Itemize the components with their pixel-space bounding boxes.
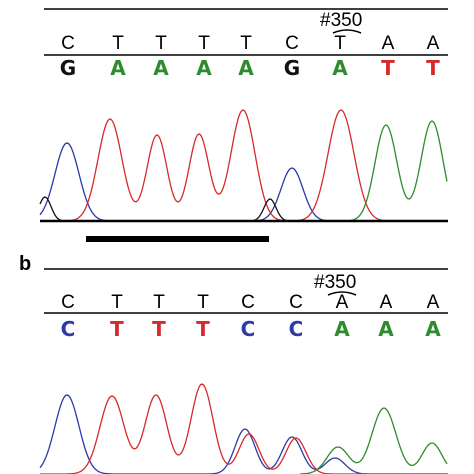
panel-b-position-bracket [327, 291, 357, 296]
panel-a-position-label: #350 [320, 10, 362, 31]
panel-a-called-base-4: A [196, 56, 212, 80]
panel-b-position-label: #350 [314, 272, 356, 293]
panel-a-called-base-3: A [153, 56, 169, 80]
panel-b-reference-base-4: T [197, 292, 209, 313]
panel-b-called-base-9: A [425, 317, 441, 341]
panel-b-called-base-2: T [110, 317, 124, 341]
panel-a-reference-base-5: T [240, 33, 252, 54]
panel-a-highlight-bar [86, 236, 269, 242]
panel-b-reference-base-1: C [61, 292, 75, 313]
panel-a-trace-g [39, 196, 448, 222]
panel-b-reference-base-9: A [427, 292, 440, 313]
panel-b-traces [39, 383, 448, 474]
panel-a-reference-base-9: A [427, 33, 440, 54]
panel-b-trace-a [300, 407, 448, 474]
panel-a-called-base-1: G [60, 56, 76, 80]
panel-a-called-base-9: T [426, 56, 440, 80]
panel-b-reference-base-7: A [336, 292, 349, 313]
panel-a-traces [39, 109, 448, 222]
panel-b-called-base-7: A [334, 317, 350, 341]
panel-a-trace-a [300, 120, 448, 222]
panel-b-called-base-1: C [61, 317, 76, 341]
panel-b-reference-base-6: C [289, 292, 303, 313]
panel-a-called-base-6: G [284, 56, 300, 80]
panel-a-called-base-2: A [110, 56, 126, 80]
panel-a-reference-base-2: T [112, 33, 124, 54]
panel-b-reference-base-3: T [153, 292, 165, 313]
panel-b-trace-t [40, 383, 448, 474]
panel-a-reference-base-4: T [198, 33, 210, 54]
panel-b-reference-base-5: C [241, 292, 255, 313]
panel-b-called-base-8: A [378, 317, 394, 341]
panel-a-reference-base-1: C [61, 33, 75, 54]
panel-a-called-base-8: T [381, 56, 395, 80]
panel-b-called-base-5: C [241, 317, 256, 341]
panel-b-called-base-3: T [152, 317, 166, 341]
panel-b-trace-c [39, 394, 448, 474]
panel-a-called-base-7: A [332, 56, 348, 80]
panel-a-reference-base-8: A [382, 33, 395, 54]
panel-a-position-bracket [332, 29, 362, 34]
panel-b-label: b [19, 253, 31, 275]
panel-b-called-base-6: C [289, 317, 304, 341]
panel-a-called-base-5: A [238, 56, 254, 80]
panel-a-trace-t [40, 109, 448, 222]
panel-a-reference-base-7: T [334, 33, 346, 54]
panel-a-trace-c [39, 142, 448, 222]
panel-b-called-base-4: T [196, 317, 210, 341]
panel-b-reference-base-2: T [111, 292, 123, 313]
panel-b-reference-base-8: A [380, 292, 393, 313]
panel-a-reference-base-6: C [285, 33, 299, 54]
panel-a-reference-base-3: T [155, 33, 167, 54]
